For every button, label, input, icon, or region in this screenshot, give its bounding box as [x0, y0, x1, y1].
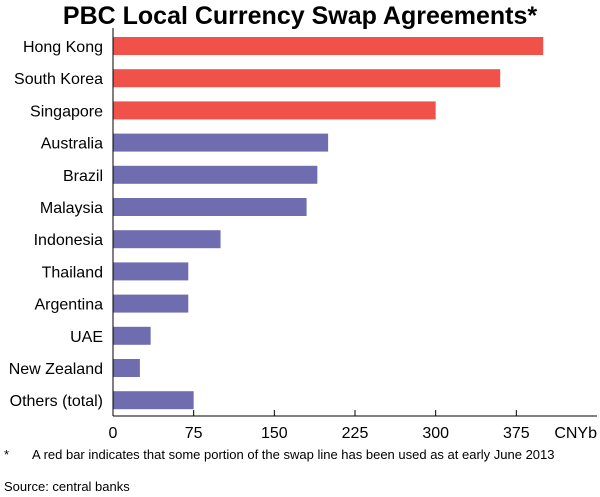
bar-south-korea — [113, 69, 501, 88]
bar-singapore — [113, 101, 436, 120]
x-tick-label: 225 — [342, 425, 369, 442]
category-label: Argentina — [35, 297, 104, 314]
footnote-text: A red bar indicates that some portion of… — [32, 447, 555, 462]
category-label: Indonesia — [34, 232, 103, 249]
bar-chart: Hong Kong South Korea Singapore Australia Br… — [9, 28, 597, 442]
x-tick-label: 150 — [261, 425, 288, 442]
bar-thailand — [113, 262, 189, 281]
category-label: Brazil — [63, 168, 103, 185]
category-labels: Hong Kong South Korea Singapore Australia Br… — [9, 39, 103, 410]
footnote-marker: * — [4, 447, 10, 462]
bar-malaysia — [113, 198, 307, 216]
category-label: Others (total) — [10, 393, 103, 410]
category-label: Singapore — [30, 103, 103, 120]
x-tick-label: 300 — [422, 425, 449, 442]
bar-argentina — [113, 294, 189, 313]
category-label: UAE — [70, 329, 103, 346]
bar-brazil — [113, 165, 318, 184]
category-label: New Zealand — [9, 361, 103, 378]
x-tick-label: 0 — [109, 425, 118, 442]
category-label: Australia — [41, 136, 103, 153]
chart-title: PBC Local Currency Swap Agreements* — [62, 2, 538, 30]
bars — [113, 37, 544, 410]
x-axis: 0 75 150 225 300 375 CNYb — [109, 28, 597, 442]
bar-new-zealand — [113, 359, 140, 377]
bar-others-total — [113, 391, 194, 410]
bar-indonesia — [113, 230, 221, 249]
category-label: Hong Kong — [23, 39, 103, 56]
x-tick-label: 75 — [185, 425, 203, 442]
category-label: Thailand — [42, 264, 103, 281]
bar-uae — [113, 326, 151, 345]
x-tick-label: 375 — [503, 425, 530, 442]
bar-australia — [113, 133, 329, 152]
x-axis-unit: CNYb — [554, 425, 597, 442]
source-note: Source: central banks — [4, 479, 130, 494]
category-label: South Korea — [14, 71, 103, 88]
bar-hong-kong — [113, 37, 544, 55]
category-label: Malaysia — [40, 200, 103, 217]
